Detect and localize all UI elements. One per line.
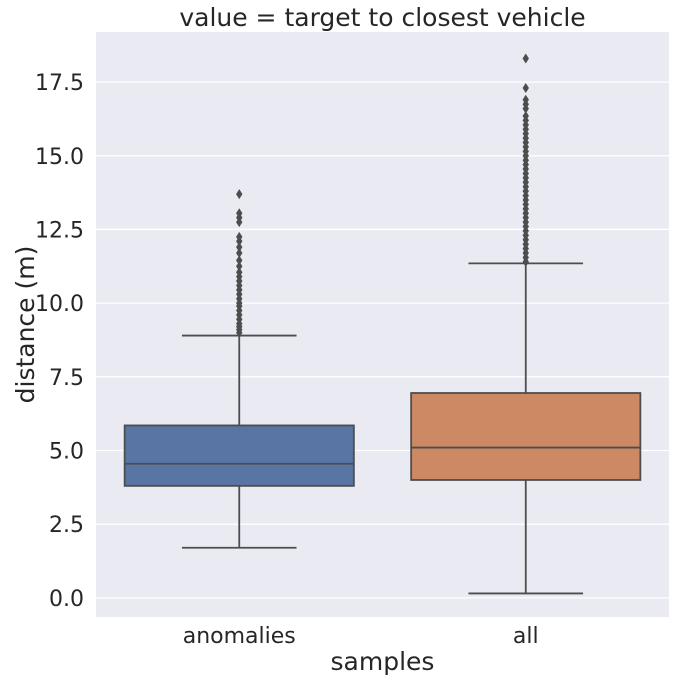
x-axis-title: samples	[331, 647, 435, 676]
outlier-point	[236, 231, 243, 242]
outlier-point	[236, 189, 243, 200]
iqr-box	[410, 392, 642, 481]
outlier-point	[522, 110, 529, 121]
y-tick-label: 7.5	[49, 366, 84, 391]
plot-area	[96, 32, 669, 617]
iqr-box	[123, 424, 355, 487]
y-tick-label: 5.0	[49, 439, 84, 464]
outlier-point	[522, 94, 529, 105]
y-tick-label: 15.0	[35, 145, 84, 170]
chart-title: value = target to closest vehicle	[179, 3, 585, 32]
outlier-point	[522, 53, 529, 64]
outlier-point	[236, 242, 243, 253]
outlier-point	[236, 248, 243, 259]
y-tick-labels: 0.0 2.5 5.0 7.5 10.0 12.5 15.0 17.5	[35, 71, 84, 612]
y-tick-label: 12.5	[35, 218, 84, 243]
x-tick-labels: anomalies all	[183, 624, 539, 649]
y-tick-label: 2.5	[49, 513, 84, 538]
x-tick-label: all	[513, 624, 539, 649]
y-tick-label: 10.0	[35, 292, 84, 317]
box-anomalies	[123, 189, 355, 549]
y-tick-label: 17.5	[35, 71, 84, 96]
y-tick-label: 0.0	[49, 587, 84, 612]
outlier-point	[236, 261, 243, 272]
outlier-point	[522, 82, 529, 93]
y-axis-title: distance (m)	[11, 246, 40, 404]
box-all	[410, 53, 642, 595]
outlier-point	[236, 267, 243, 278]
x-tick-label: anomalies	[183, 624, 296, 649]
boxes	[123, 53, 642, 595]
outlier-point	[236, 255, 243, 266]
outlier-point	[236, 208, 243, 219]
